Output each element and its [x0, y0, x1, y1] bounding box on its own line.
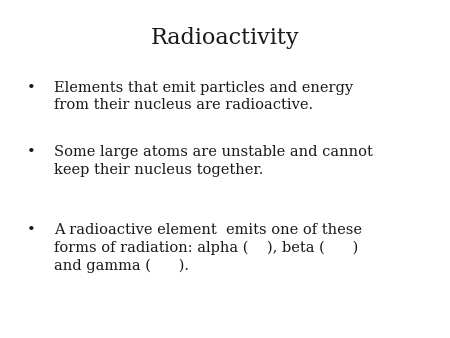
Text: Radioactivity: Radioactivity: [151, 27, 299, 49]
Text: •: •: [27, 81, 36, 95]
Text: Elements that emit particles and energy
from their nucleus are radioactive.: Elements that emit particles and energy …: [54, 81, 353, 113]
Text: Some large atoms are unstable and cannot
keep their nucleus together.: Some large atoms are unstable and cannot…: [54, 145, 373, 177]
Text: •: •: [27, 223, 36, 237]
Text: A radioactive element  emits one of these
forms of radiation: alpha (    ), beta: A radioactive element emits one of these…: [54, 223, 362, 273]
Text: •: •: [27, 145, 36, 159]
